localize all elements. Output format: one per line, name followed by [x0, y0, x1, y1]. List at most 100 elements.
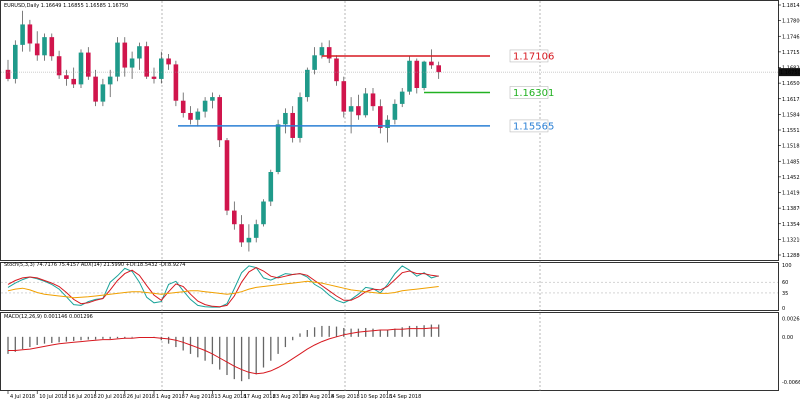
price-tick-label: 1.18145	[782, 3, 800, 9]
time-tick-label: 26 Jul 2018	[127, 394, 155, 400]
candle-body	[210, 97, 215, 101]
level-label: 1.16301	[513, 88, 554, 99]
price-tick-label: 1.17465	[782, 34, 800, 40]
candle-body	[356, 106, 361, 116]
price-tick-label: 1.13870	[782, 206, 800, 212]
time-tick-label: 16 Jul 2018	[68, 394, 96, 400]
candle-body	[348, 106, 354, 112]
candle-body	[34, 43, 40, 56]
price-tick-label: 1.16175	[782, 97, 800, 103]
candle-body	[166, 58, 171, 65]
candle-body	[378, 106, 383, 128]
candle-body	[283, 112, 288, 125]
time-tick-label: 13 Aug 2018	[214, 394, 246, 400]
price-tick-label: 1.17155	[782, 50, 800, 56]
candle-body	[56, 56, 62, 76]
candle-body	[334, 58, 339, 82]
price-tick-label: 1.13210	[782, 237, 800, 243]
candle-body	[115, 42, 120, 77]
price-tick-label: 1.15185	[782, 144, 800, 150]
candle-body	[275, 124, 281, 172]
candle-body	[202, 100, 208, 112]
current-price-label: 1.16750	[780, 70, 800, 76]
candle-body	[305, 69, 310, 98]
candle-body	[195, 111, 201, 120]
level-label-box	[509, 119, 549, 133]
price-tick-label: 1.15515	[782, 128, 800, 134]
candle-body	[421, 61, 427, 88]
candle-body	[71, 78, 76, 85]
time-tick-label: 10 Jul 2018	[39, 394, 67, 400]
price-tick-label: 1.13540	[782, 222, 800, 228]
macd-panel[interactable]	[7, 324, 440, 382]
stoch-tick-label: 100	[782, 263, 792, 269]
macd-tick-label: 0.002689	[782, 316, 800, 322]
candle-body	[363, 93, 368, 116]
price-tick-label: 1.16500	[782, 81, 800, 87]
candle-body	[312, 55, 317, 70]
stoch-series-line	[7, 280, 439, 299]
price-tick-label: 1.12880	[782, 253, 800, 259]
candle-body	[5, 69, 11, 79]
time-tick-label: 10 Sep 2018	[360, 394, 392, 400]
candle-body	[42, 37, 47, 56]
candle-body	[429, 61, 434, 66]
price-panel[interactable]: 1.17106 1.16301 1.15565	[1, 10, 778, 252]
candle-body	[436, 65, 441, 73]
stoch-header: Stoch(5,3,3) 74.7176 75.4157 ADX(14) 21.…	[4, 262, 185, 268]
candle-body	[137, 46, 142, 59]
stochastic-panel[interactable]	[1, 265, 778, 308]
level-label: 1.15565	[513, 121, 554, 132]
candle-body	[217, 97, 222, 141]
candle-body	[13, 44, 18, 79]
candle-body	[129, 58, 135, 68]
candle-body	[246, 237, 252, 243]
stoch-tick-label: 35	[782, 291, 788, 297]
main-header: EURUSD,Daily 1.16649 1.16855 1.16585 1.1…	[4, 3, 128, 9]
candle-body	[392, 103, 398, 120]
macd-signal-line	[8, 327, 439, 375]
stoch-series-line	[7, 267, 439, 308]
candle-body	[180, 100, 186, 113]
current-price-box	[779, 68, 800, 77]
candle-body	[341, 81, 347, 112]
price-tick-label: 1.17800	[782, 19, 800, 25]
panel-frames	[0, 0, 779, 391]
candle-body	[100, 84, 106, 102]
price-tick-label: 1.14195	[782, 191, 800, 197]
candle-body	[20, 24, 25, 45]
candle-body	[261, 201, 266, 225]
candle-body	[151, 76, 157, 79]
macd-tick-label: 0.00	[782, 335, 793, 341]
candle-body	[399, 91, 405, 104]
level-label: 1.17106	[513, 51, 554, 62]
candle-body	[107, 76, 113, 85]
macd-panel-frame	[0, 312, 779, 391]
candle-body	[326, 47, 332, 59]
candle-body	[224, 140, 230, 211]
candle-body	[319, 47, 325, 56]
candle-body	[159, 58, 164, 79]
candle-body	[173, 64, 179, 101]
time-tick-label: 29 Aug 2018	[302, 394, 334, 400]
level-label-box	[509, 86, 549, 99]
candle-body	[253, 224, 259, 238]
candle-body	[122, 42, 128, 68]
price-tick-label: 1.14525	[782, 175, 800, 181]
time-tick-label: 4 Sep 2018	[331, 394, 360, 400]
candle-body	[407, 60, 412, 92]
candle-body	[86, 52, 91, 77]
candle-body	[27, 24, 33, 44]
stoch-series-line	[7, 265, 439, 308]
time-tick-label: 17 Aug 2018	[244, 394, 276, 400]
time-tick-label: 7 Aug 2018	[185, 394, 214, 400]
stoch-panel-frame	[0, 262, 779, 311]
stoch-tick-label: 60	[782, 280, 788, 286]
time-tick-label: 1 Aug 2018	[156, 394, 185, 400]
price-tick-label: 1.14855	[782, 159, 800, 165]
level-label-box	[509, 49, 549, 63]
time-tick-label: 20 Jul 2018	[98, 394, 126, 400]
